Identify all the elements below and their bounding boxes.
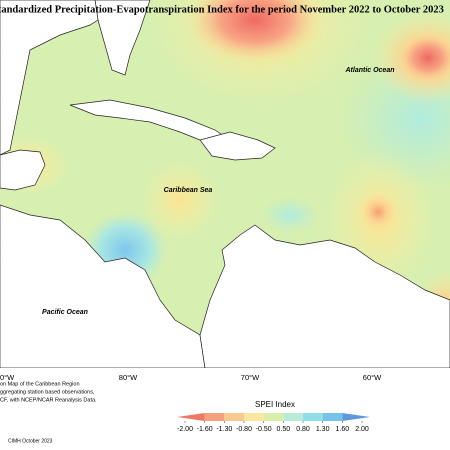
note: CF, with NCEP/NCAR Reanalysis Data. bbox=[0, 397, 97, 403]
field bbox=[140, 160, 220, 240]
ocean-label: Caribbean Sea bbox=[164, 187, 213, 194]
tick-label: 1.30 bbox=[316, 426, 330, 433]
ocean-label: Pacific Ocean bbox=[42, 309, 88, 316]
note: on Map of the Caribbean Region bbox=[0, 381, 80, 387]
tick-label: 1.60 bbox=[336, 426, 350, 433]
legend: -2.00 -1.60 -1.30 -0.80 -0.50 0.50 0.80 1.30 1.6… bbox=[177, 413, 370, 433]
tick-label: 0.50 bbox=[277, 426, 291, 433]
land bbox=[199, 131, 276, 161]
land bbox=[0, 149, 46, 191]
longitude-label: 80°W bbox=[119, 373, 138, 382]
field bbox=[398, 33, 450, 83]
colorbar-segment bbox=[224, 413, 244, 421]
colorbar-segment bbox=[177, 413, 205, 421]
colorbar-segment bbox=[342, 413, 370, 421]
tick-label: 0.80 bbox=[296, 426, 310, 433]
colorbar-segment bbox=[303, 413, 323, 421]
tick-label: -1.30 bbox=[216, 426, 232, 433]
legend-title: SPEI Index bbox=[255, 400, 295, 409]
longitude-label: 60°W bbox=[363, 373, 382, 382]
tick-label: -1.60 bbox=[197, 426, 213, 433]
ocean-label: Atlantic Ocean bbox=[344, 67, 394, 74]
land bbox=[0, 204, 206, 368]
tick-label: -0.50 bbox=[256, 426, 272, 433]
tick-label: 2.00 bbox=[355, 426, 369, 433]
land bbox=[0, 0, 99, 156]
map bbox=[0, 0, 450, 368]
land bbox=[94, 0, 151, 76]
longitude-label: 70°W bbox=[241, 373, 260, 382]
colorbar-segment bbox=[204, 413, 225, 421]
field bbox=[262, 197, 318, 233]
map-title: Standardized Precipitation-Evapotranspir… bbox=[0, 4, 444, 15]
colorbar-segment bbox=[243, 413, 264, 421]
longitude-label: 90°W bbox=[0, 373, 15, 382]
colorbar-segment bbox=[283, 413, 303, 421]
land bbox=[199, 224, 450, 368]
colorbar-segment bbox=[263, 413, 284, 421]
tick-label: -0.80 bbox=[236, 426, 252, 433]
field bbox=[356, 190, 400, 234]
credit: CIMH October 2023 bbox=[8, 438, 53, 444]
colorbar-segment bbox=[322, 413, 343, 421]
note: ggregating station based observations, bbox=[0, 389, 95, 395]
tick-label: -2.00 bbox=[177, 426, 193, 433]
field bbox=[185, 0, 325, 65]
